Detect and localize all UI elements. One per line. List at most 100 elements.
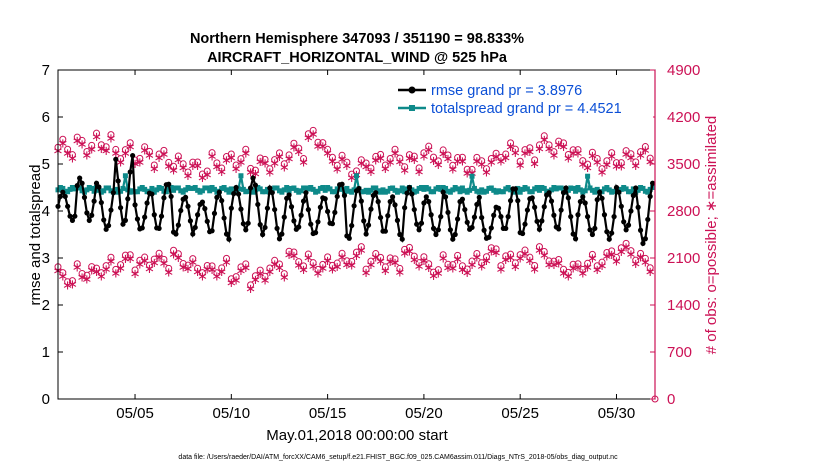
obs-possible-low-marker	[550, 257, 558, 265]
obs-assimilated-low-marker: ∗	[568, 261, 579, 276]
rmse-point	[498, 214, 504, 220]
obs-assimilated-high-marker: ∗	[409, 153, 420, 168]
obs-possible-low-marker	[184, 261, 192, 269]
obs-assimilated-low-marker: ∗	[500, 253, 511, 268]
obs-assimilated-high-marker: ∗	[414, 165, 425, 180]
obs-assimilated-high-marker: ∗	[640, 144, 651, 159]
totalspread-point	[354, 173, 359, 179]
rmse-point	[247, 185, 254, 191]
rmse-point	[96, 184, 102, 190]
totalspread-point	[192, 185, 198, 190]
obs-possible-low-marker	[309, 259, 317, 267]
obs-assimilated-low-marker: ∗	[115, 262, 126, 277]
obs-assimilated-high-marker: ∗	[313, 139, 324, 154]
obs-possible-low-marker	[463, 265, 471, 273]
obs-possible-high-marker	[516, 157, 524, 165]
obs-possible-low-marker	[165, 264, 173, 272]
obs-assimilated-low-marker: ∗	[120, 252, 131, 267]
obs-possible-low-marker	[179, 259, 187, 267]
obs-assimilated-low-marker: ∗	[606, 248, 617, 263]
legend-spread-label: totalspread grand pr = 4.4521	[431, 101, 622, 117]
obs-assimilated-low-marker: ∗	[399, 246, 410, 261]
rmse-point	[377, 214, 384, 221]
rmse-point	[442, 194, 449, 200]
obs-possible-low-marker	[377, 253, 385, 261]
obs-assimilated-high-marker: ∗	[86, 142, 97, 157]
totalspread-point	[471, 185, 477, 191]
totalspread-point	[483, 188, 489, 194]
obs-assimilated-high-marker: ∗	[495, 154, 506, 169]
obs-assimilated-high-marker: ∗	[418, 150, 429, 165]
obs-assimilated-high-marker: ∗	[510, 146, 521, 161]
obs-possible-low-marker	[535, 243, 543, 251]
totalspread-point	[558, 185, 564, 191]
totalspread-point	[159, 185, 165, 191]
obs-assimilated-high-marker: ∗	[327, 154, 338, 169]
obs-possible-high-marker	[194, 158, 202, 166]
obs-assimilated-low-marker: ∗	[197, 270, 208, 285]
obs-possible-low-marker	[545, 257, 553, 265]
rmse-point	[161, 195, 167, 201]
obs-assimilated-high-marker: ∗	[375, 151, 386, 166]
rmse-point	[611, 214, 617, 220]
totalspread-point	[455, 186, 461, 192]
obs-possible-low-marker	[617, 244, 625, 252]
obs-assimilated-low-marker: ∗	[563, 269, 574, 284]
rmse-point	[199, 199, 206, 205]
rmse-point	[117, 205, 124, 211]
rmse-point	[568, 214, 574, 220]
obs-assimilated-high-marker: ∗	[380, 162, 391, 177]
obs-possible-low-marker	[588, 250, 596, 258]
rmse-point	[491, 212, 497, 218]
obs-possible-high-marker	[579, 157, 587, 165]
obs-assimilated-low-marker: ∗	[548, 258, 559, 273]
obs-possible-high-marker	[112, 145, 120, 153]
y-axis-label-right: # of obs: o=possible; ∗=assimilated	[703, 116, 720, 355]
rmse-point	[62, 193, 68, 200]
obs-assimilated-low-marker: ∗	[515, 252, 526, 267]
obs-assimilated-low-marker: ∗	[597, 259, 608, 274]
rmse-point	[216, 189, 222, 195]
rmse-point	[312, 230, 319, 236]
rmse-point	[77, 175, 83, 181]
obs-possible-low-marker	[247, 281, 255, 289]
obs-possible-low-marker	[275, 260, 283, 268]
obs-assimilated-high-marker: ∗	[625, 151, 636, 166]
obs-possible-high-marker	[458, 153, 466, 161]
legend-box	[393, 78, 653, 118]
obs-assimilated-low-marker: ∗	[361, 266, 372, 281]
obs-possible-low-marker	[112, 265, 120, 273]
obs-possible-low-marker	[150, 255, 158, 263]
rmse-point	[250, 175, 256, 181]
rmse-point	[560, 190, 567, 196]
rmse-point	[418, 220, 425, 226]
data-file-footer: data file: /Users/raeder/DAI/ATM_forcXX/…	[178, 454, 618, 461]
obs-possible-high-marker	[420, 149, 428, 157]
obs-assimilated-low-marker: ∗	[640, 255, 651, 270]
obs-assimilated-low-marker: ∗	[250, 273, 261, 288]
obs-possible-low-marker	[73, 260, 81, 268]
rmse-point	[647, 193, 653, 200]
obs-possible-high-marker	[145, 147, 153, 155]
rmse-point	[122, 217, 129, 223]
obs-assimilated-high-marker: ∗	[423, 143, 434, 158]
obs-possible-low-marker	[646, 264, 654, 272]
obs-assimilated-high-marker: ∗	[144, 148, 155, 163]
obs-assimilated-low-marker: ∗	[390, 256, 401, 271]
obs-possible-high-marker	[198, 170, 206, 178]
obs-assimilated-high-marker: ∗	[187, 159, 198, 174]
obs-possible-high-marker	[295, 144, 303, 152]
obs-possible-high-marker	[237, 155, 245, 163]
obs-possible-low-marker	[627, 247, 635, 255]
obs-assimilated-high-marker: ∗	[284, 152, 295, 167]
totalspread-point	[211, 186, 217, 192]
y-tick-label: 2	[42, 297, 50, 314]
obs-possible-high-marker	[487, 155, 495, 163]
obs-assimilated-high-marker: ∗	[505, 140, 516, 155]
totalspread-point	[570, 185, 576, 191]
rmse-point	[346, 235, 352, 241]
obs-possible-low-marker	[405, 243, 413, 251]
rmse-point	[93, 180, 100, 186]
obs-possible-high-marker	[449, 161, 457, 169]
